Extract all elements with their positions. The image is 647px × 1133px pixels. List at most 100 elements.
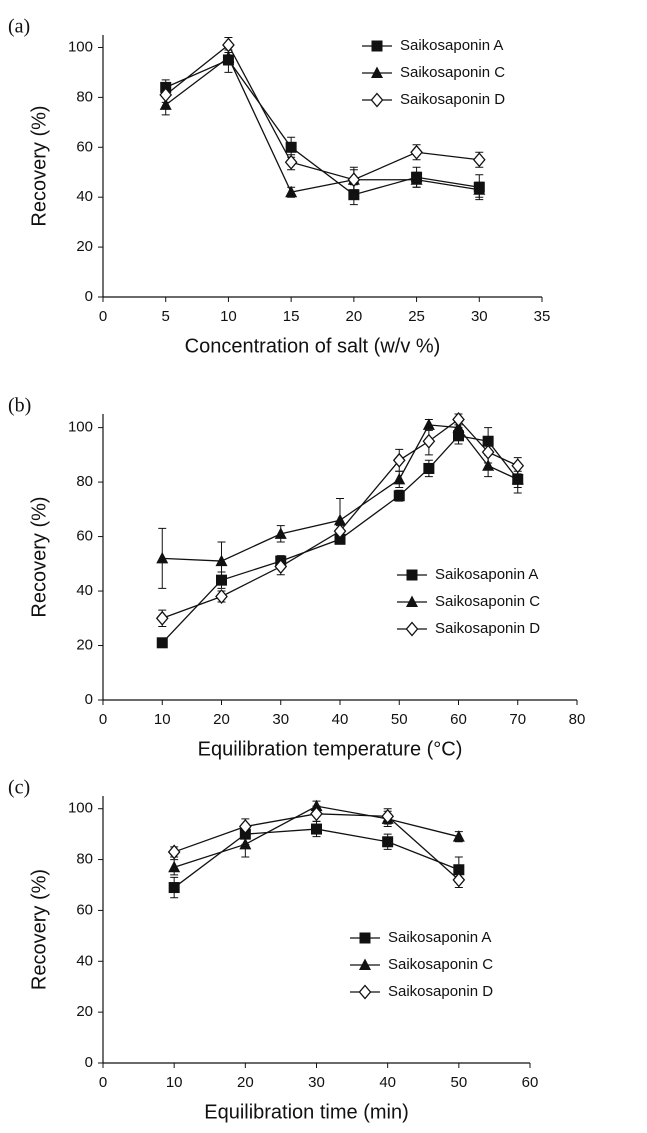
panel-label: (b) xyxy=(8,395,31,417)
y-tick-label: 20 xyxy=(76,238,93,255)
x-tick-label: 80 xyxy=(569,711,586,728)
marker xyxy=(481,444,495,460)
series-line xyxy=(173,828,460,889)
x-tick-label: 50 xyxy=(450,1074,467,1091)
x-tick-label: 35 xyxy=(534,308,551,325)
marker xyxy=(311,823,322,835)
x-tick-label: 0 xyxy=(99,1074,107,1091)
y-axis-title: Recovery (%) xyxy=(28,869,50,990)
marker xyxy=(473,183,486,195)
marker xyxy=(156,551,169,564)
y-tick-label: 60 xyxy=(76,901,93,918)
x-tick-label: 70 xyxy=(509,711,526,728)
marker xyxy=(381,808,395,824)
marker xyxy=(334,513,346,526)
x-tick-label: 20 xyxy=(346,308,363,325)
x-tick-label: 20 xyxy=(237,1074,254,1091)
x-tick-label: 40 xyxy=(379,1074,396,1091)
marker xyxy=(222,37,235,53)
legend-marker xyxy=(358,984,372,1000)
x-tick-label: 10 xyxy=(154,711,171,728)
legend-label: Saikosaponin D xyxy=(435,620,540,637)
y-tick-label: 100 xyxy=(68,38,93,55)
marker xyxy=(238,819,252,835)
marker xyxy=(482,459,495,471)
x-tick-label: 60 xyxy=(450,711,467,728)
marker xyxy=(452,830,465,842)
x-tick-label: 60 xyxy=(522,1074,539,1091)
legend-marker xyxy=(371,66,383,78)
x-axis-title: Equilibration temperature (°C) xyxy=(198,738,463,760)
x-tick-label: 30 xyxy=(471,308,488,325)
marker xyxy=(382,836,394,848)
marker xyxy=(274,559,288,575)
y-tick-label: 40 xyxy=(76,582,93,599)
y-tick-label: 80 xyxy=(76,473,93,490)
y-tick-label: 0 xyxy=(85,691,93,708)
marker xyxy=(222,50,235,63)
marker xyxy=(310,799,323,812)
y-tick-label: 40 xyxy=(76,188,93,205)
marker xyxy=(168,882,180,894)
x-axis-title: Concentration of salt (w/v %) xyxy=(185,335,441,357)
marker xyxy=(285,185,298,198)
marker xyxy=(452,411,465,427)
marker xyxy=(155,610,169,626)
marker xyxy=(156,637,168,649)
marker xyxy=(348,189,360,201)
y-tick-label: 0 xyxy=(85,288,93,305)
marker xyxy=(393,490,405,502)
y-tick-label: 40 xyxy=(76,952,93,969)
legend-marker xyxy=(406,569,418,581)
legend-marker xyxy=(370,92,384,108)
marker xyxy=(274,527,287,539)
panel-label: (c) xyxy=(8,777,30,799)
marker xyxy=(452,872,466,888)
y-axis-title: Recovery (%) xyxy=(28,105,50,226)
legend-marker xyxy=(406,595,418,607)
y-tick-label: 20 xyxy=(76,1003,93,1020)
marker xyxy=(215,554,228,567)
y-tick-label: 60 xyxy=(76,138,93,155)
marker xyxy=(393,472,406,485)
legend-marker xyxy=(359,958,371,970)
marker xyxy=(511,458,525,474)
x-tick-label: 20 xyxy=(213,711,230,728)
panel-label: (a) xyxy=(8,16,30,38)
x-tick-label: 0 xyxy=(99,308,107,325)
x-tick-label: 30 xyxy=(272,711,289,728)
marker xyxy=(422,433,436,449)
x-axis-title: Equilibration time (min) xyxy=(204,1101,409,1123)
x-tick-label: 15 xyxy=(283,308,300,325)
legend-marker xyxy=(405,621,419,637)
legend-label: Saikosaponin C xyxy=(400,64,505,81)
y-tick-label: 60 xyxy=(76,528,93,545)
x-tick-label: 50 xyxy=(391,711,408,728)
legend-label: Saikosaponin C xyxy=(435,593,540,610)
legend-label: Saikosaponin A xyxy=(400,37,503,54)
marker xyxy=(333,523,347,539)
marker xyxy=(392,452,406,468)
marker xyxy=(159,98,172,110)
legend-label: Saikosaponin A xyxy=(388,929,491,946)
y-tick-label: 100 xyxy=(68,800,93,817)
y-tick-label: 20 xyxy=(76,636,93,653)
x-tick-label: 10 xyxy=(220,308,237,325)
marker xyxy=(410,173,423,185)
y-tick-label: 0 xyxy=(85,1054,93,1071)
y-tick-label: 80 xyxy=(76,88,93,105)
marker xyxy=(239,837,252,850)
marker xyxy=(511,472,524,485)
y-tick-label: 80 xyxy=(76,851,93,868)
marker xyxy=(284,154,298,170)
marker xyxy=(472,152,486,168)
marker xyxy=(285,141,297,153)
marker xyxy=(310,806,323,822)
marker xyxy=(453,864,465,876)
legend-marker xyxy=(371,40,383,52)
x-tick-label: 25 xyxy=(408,308,425,325)
x-tick-label: 5 xyxy=(162,308,170,325)
legend-label: Saikosaponin C xyxy=(388,956,493,973)
legend-label: Saikosaponin A xyxy=(435,566,538,583)
